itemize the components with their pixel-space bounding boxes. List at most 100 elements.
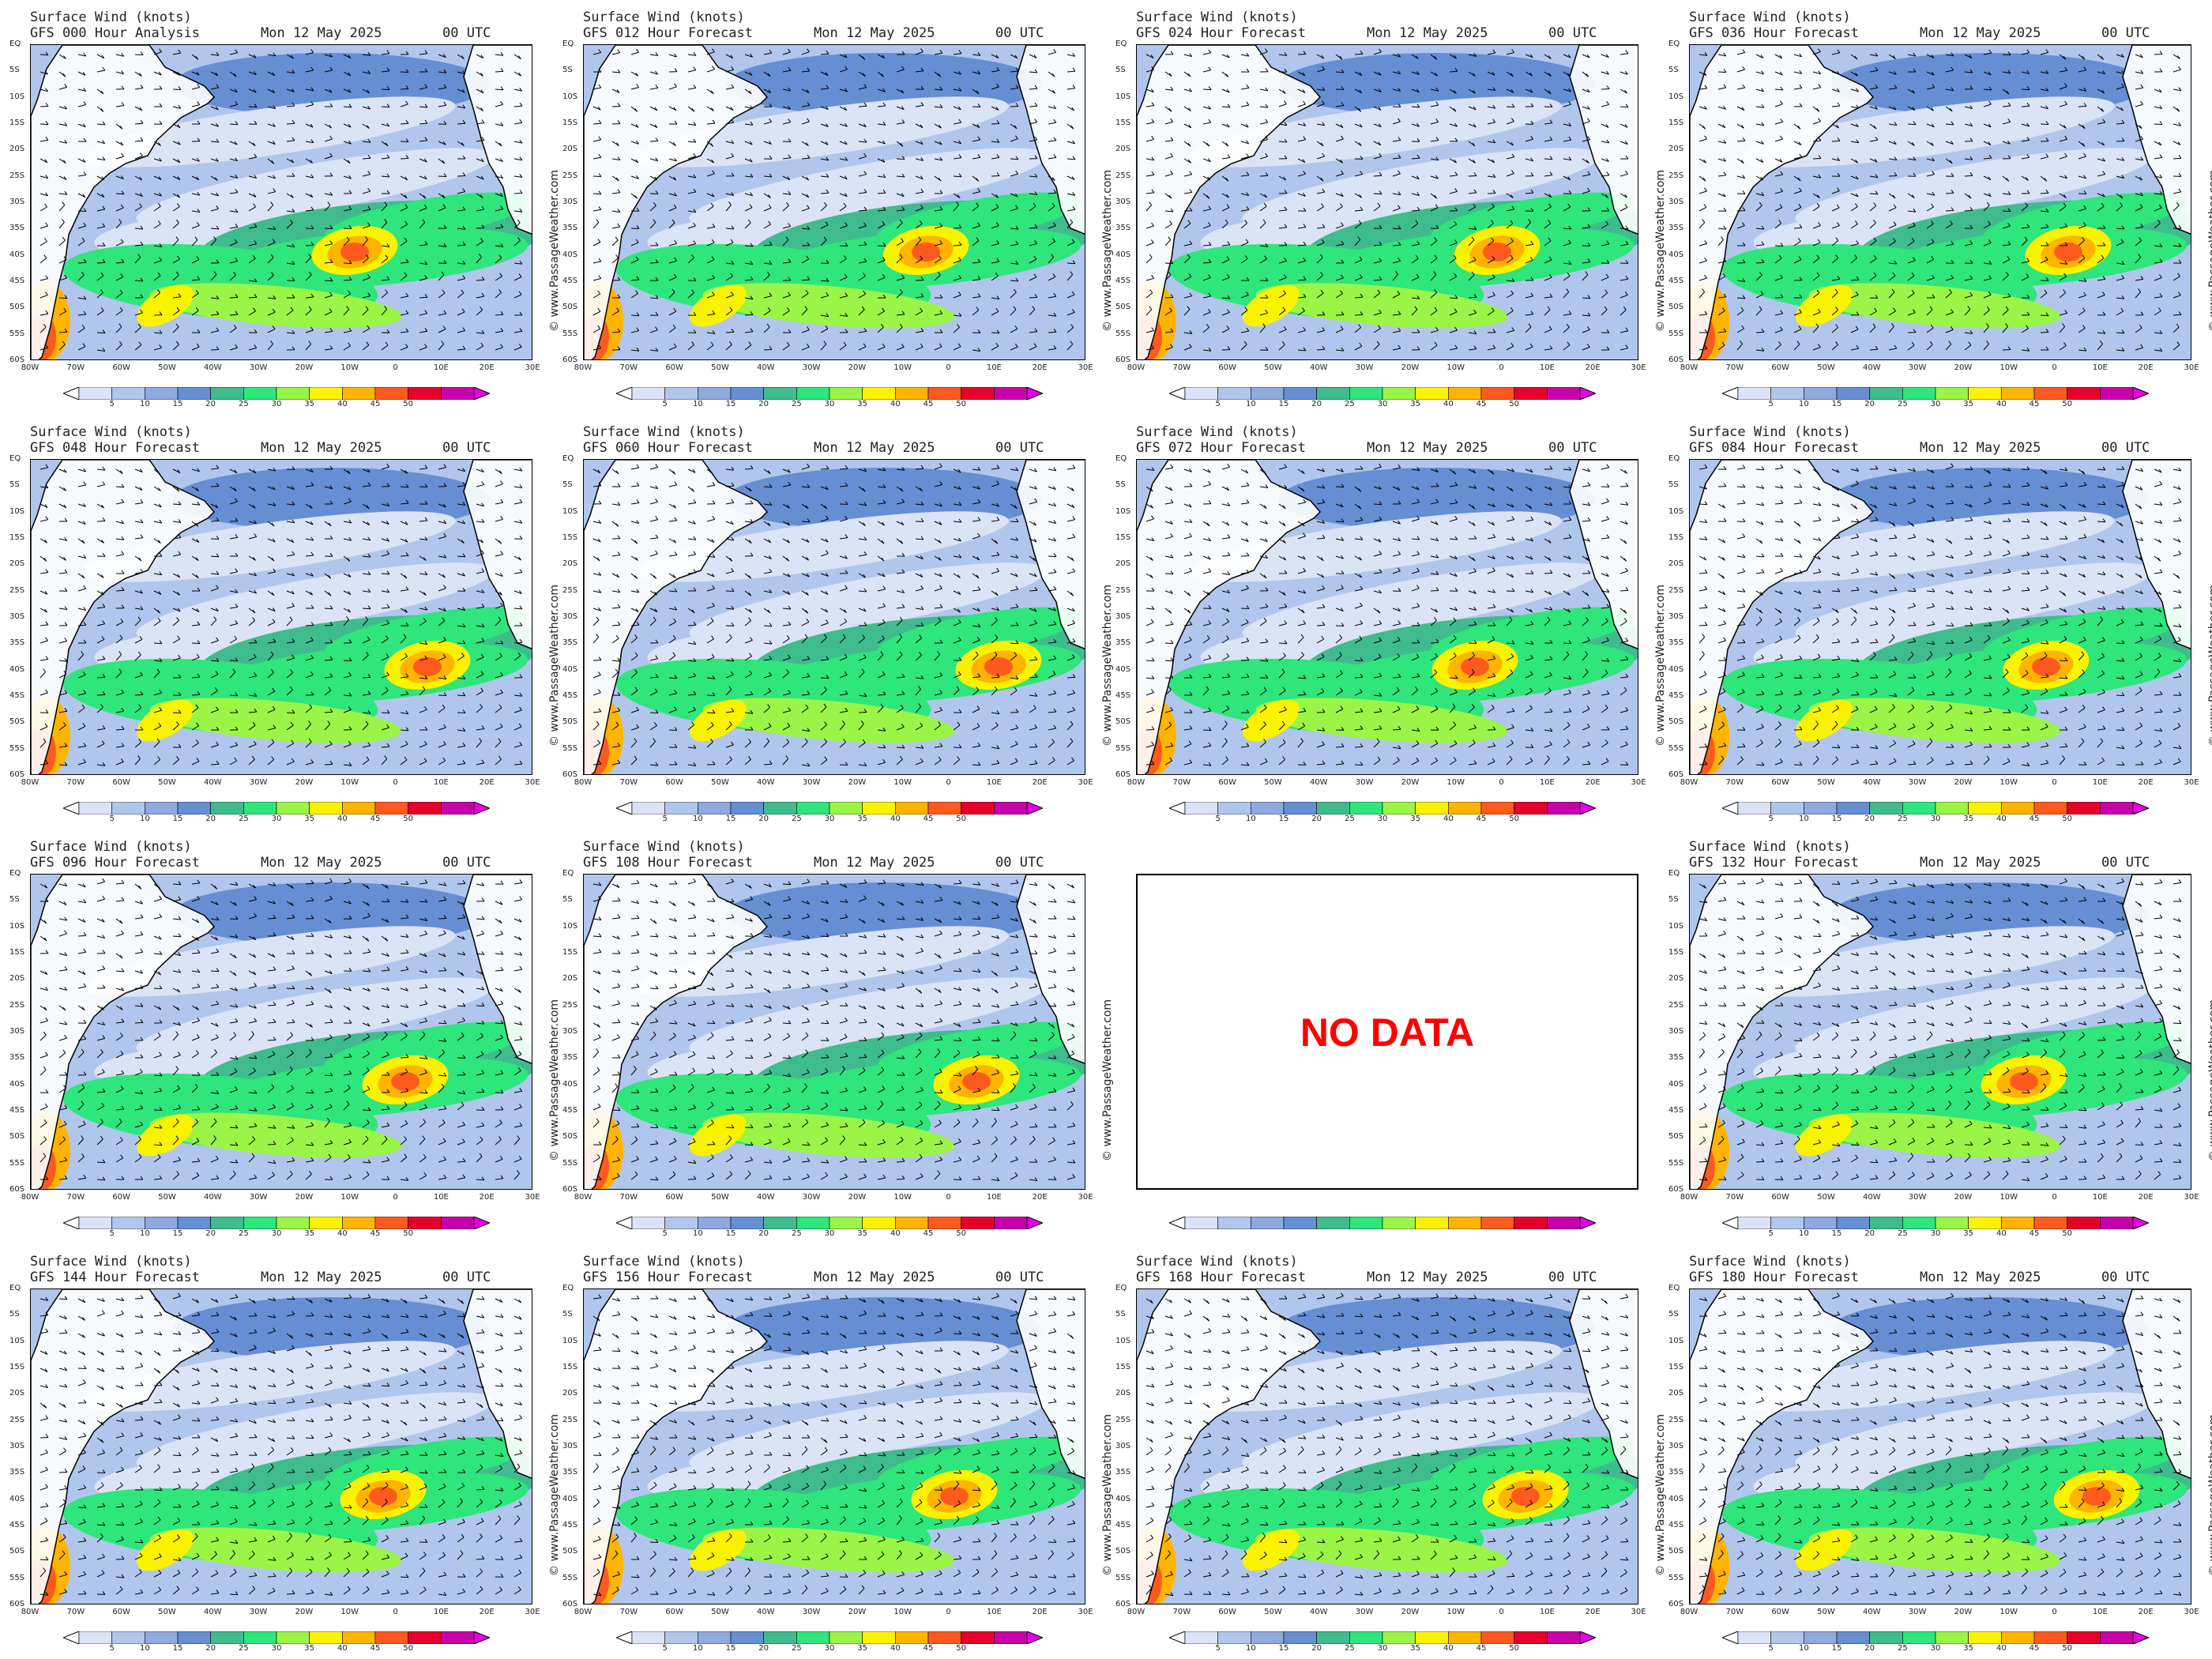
latitude-label: 20S bbox=[1115, 1389, 1131, 1398]
colorbar-tick: 50 bbox=[2062, 400, 2073, 408]
longitude-label: 10W bbox=[1999, 363, 2018, 372]
longitude-label: 60W bbox=[665, 1193, 683, 1202]
colorbar bbox=[62, 801, 491, 815]
colorbar-tick: 5 bbox=[662, 400, 668, 408]
latitude-label: 50S bbox=[562, 1547, 578, 1556]
colorbar-tick: 45 bbox=[370, 400, 381, 408]
credit-wrapper: © www.PassageWeather.com bbox=[1642, 486, 1667, 747]
colorbar-tick: 5 bbox=[662, 814, 668, 823]
colorbar-ticks: 5 10 15 20 25 30 35 40 45 50 bbox=[63, 400, 490, 411]
forecast-date: Mon 12 May 2025 bbox=[814, 855, 935, 871]
panel-title: Surface Wind (knots) bbox=[583, 839, 745, 855]
colorbar-tick: 45 bbox=[1476, 814, 1487, 823]
forecast-date: Mon 12 May 2025 bbox=[814, 1270, 935, 1285]
latitude-label: 20S bbox=[9, 974, 25, 984]
colorbar-tick: 30 bbox=[271, 1229, 282, 1238]
colorbar-tick: 45 bbox=[2029, 1229, 2040, 1238]
longitude-label: 70W bbox=[1725, 1193, 1744, 1202]
longitude-label: 20W bbox=[848, 1193, 867, 1202]
latitude-label: 35S bbox=[1668, 1053, 1684, 1063]
colorbar-ticks: 5 10 15 20 25 30 35 40 45 50 bbox=[616, 1644, 1043, 1655]
longitude-label: 80W bbox=[1680, 363, 1698, 372]
forecast-date: Mon 12 May 2025 bbox=[1367, 440, 1488, 456]
longitude-label: 20W bbox=[848, 363, 867, 372]
longitude-label: 20W bbox=[1954, 778, 1973, 787]
colorbar-tick: 40 bbox=[337, 400, 348, 408]
latitude-label: 25S bbox=[1115, 585, 1131, 595]
latitude-label: 30S bbox=[1115, 1442, 1131, 1450]
colorbar-tick: 20 bbox=[205, 400, 216, 408]
latitude-label: 30S bbox=[9, 1442, 25, 1450]
colorbar bbox=[615, 1216, 1044, 1230]
credit-wrapper: © www.PassageWeather.com bbox=[536, 901, 561, 1161]
latitude-label: 35S bbox=[1668, 638, 1684, 648]
latitude-label: 45S bbox=[562, 1106, 578, 1115]
longitude-label: 50W bbox=[1264, 1608, 1282, 1616]
colorbar-tick: 15 bbox=[725, 814, 736, 823]
longitude-label: 70W bbox=[66, 363, 85, 372]
latitude-label: 25S bbox=[9, 171, 25, 180]
map-panel: Surface Wind (knots) GFS 084 Hour Forecas… bbox=[1659, 415, 2212, 830]
colorbar-tick: 20 bbox=[758, 1229, 769, 1238]
latitude-label: 35S bbox=[1668, 1468, 1684, 1477]
longitude-label: 40W bbox=[1862, 1608, 1881, 1616]
longitude-label: 10W bbox=[340, 1608, 359, 1616]
longitude-label: 70W bbox=[1725, 363, 1744, 372]
colorbar-tick: 40 bbox=[890, 1644, 901, 1653]
longitude-label: 20W bbox=[1954, 1608, 1973, 1616]
colorbar-tick: 50 bbox=[2062, 1644, 2073, 1653]
longitude-label: 20E bbox=[479, 363, 495, 372]
longitude-label: 30W bbox=[1355, 1608, 1374, 1616]
longitude-label: 70W bbox=[619, 778, 638, 787]
map-panel: Surface Wind (knots) GFS 072 Hour Forecas… bbox=[1106, 415, 1667, 830]
longitude-label: 30E bbox=[2184, 1193, 2199, 1202]
panel-title: Surface Wind (knots) bbox=[30, 839, 192, 855]
longitude-label: 10E bbox=[1539, 778, 1555, 787]
latitude-label: 5S bbox=[1668, 1310, 1679, 1319]
latitude-label: 5S bbox=[1668, 895, 1679, 905]
forecast-run: GFS 084 Hour Forecast bbox=[1689, 440, 1859, 456]
latitude-label: EQ bbox=[1668, 454, 1680, 463]
colorbar-tick: 20 bbox=[758, 1644, 769, 1653]
latitude-label: 45S bbox=[9, 691, 25, 700]
latitude-label: EQ bbox=[1115, 1284, 1127, 1292]
latitude-label: 40S bbox=[1668, 250, 1684, 259]
credit-wrapper: © www.PassageWeather.com bbox=[536, 71, 561, 332]
latitude-label: 30S bbox=[1668, 1442, 1684, 1450]
colorbar-tick: 20 bbox=[205, 1229, 216, 1238]
colorbar-tick: 35 bbox=[857, 1229, 868, 1238]
longitude-label: 10E bbox=[433, 363, 449, 372]
latitude-label: 10S bbox=[1115, 506, 1131, 516]
wind-map bbox=[30, 459, 532, 775]
latitude-label: 5S bbox=[9, 895, 20, 905]
latitude-label: 55S bbox=[9, 1573, 25, 1582]
latitude-label: 45S bbox=[9, 1106, 25, 1115]
longitude-label: 10E bbox=[986, 778, 1002, 787]
colorbar-tick: 15 bbox=[1278, 814, 1289, 823]
longitude-label: 0 bbox=[946, 1193, 951, 1202]
longitude-label: 80W bbox=[21, 363, 40, 372]
longitude-label: 60W bbox=[665, 363, 683, 372]
colorbar bbox=[1168, 386, 1597, 401]
latitude-label: 50S bbox=[9, 1547, 25, 1556]
longitude-label: 30E bbox=[1631, 1608, 1646, 1616]
colorbar-tick: 20 bbox=[758, 814, 769, 823]
latitude-label: 60S bbox=[562, 356, 578, 364]
colorbar-tick: 45 bbox=[923, 814, 934, 823]
colorbar-tick: 10 bbox=[1798, 1229, 1809, 1238]
map-panel: NO DATA bbox=[1106, 830, 1659, 1244]
panel-title: Surface Wind (knots) bbox=[583, 9, 745, 25]
colorbar-tick: 25 bbox=[1897, 1644, 1908, 1653]
colorbar-tick: 20 bbox=[1311, 1644, 1322, 1653]
longitude-label: 10E bbox=[2092, 1608, 2108, 1616]
colorbar-tick: 40 bbox=[890, 1229, 901, 1238]
colorbar-tick: 35 bbox=[1410, 814, 1421, 823]
colorbar-tick: 30 bbox=[1930, 1644, 1941, 1653]
colorbar-tick: 35 bbox=[304, 1644, 315, 1653]
latitude-label: 15S bbox=[562, 118, 578, 127]
forecast-time: 00 UTC bbox=[442, 25, 491, 41]
colorbar-tick: 25 bbox=[1344, 1644, 1355, 1653]
colorbar-tick: 40 bbox=[1996, 1229, 2007, 1238]
latitude-label: 35S bbox=[9, 638, 25, 648]
latitude-label: 50S bbox=[1668, 1132, 1684, 1142]
